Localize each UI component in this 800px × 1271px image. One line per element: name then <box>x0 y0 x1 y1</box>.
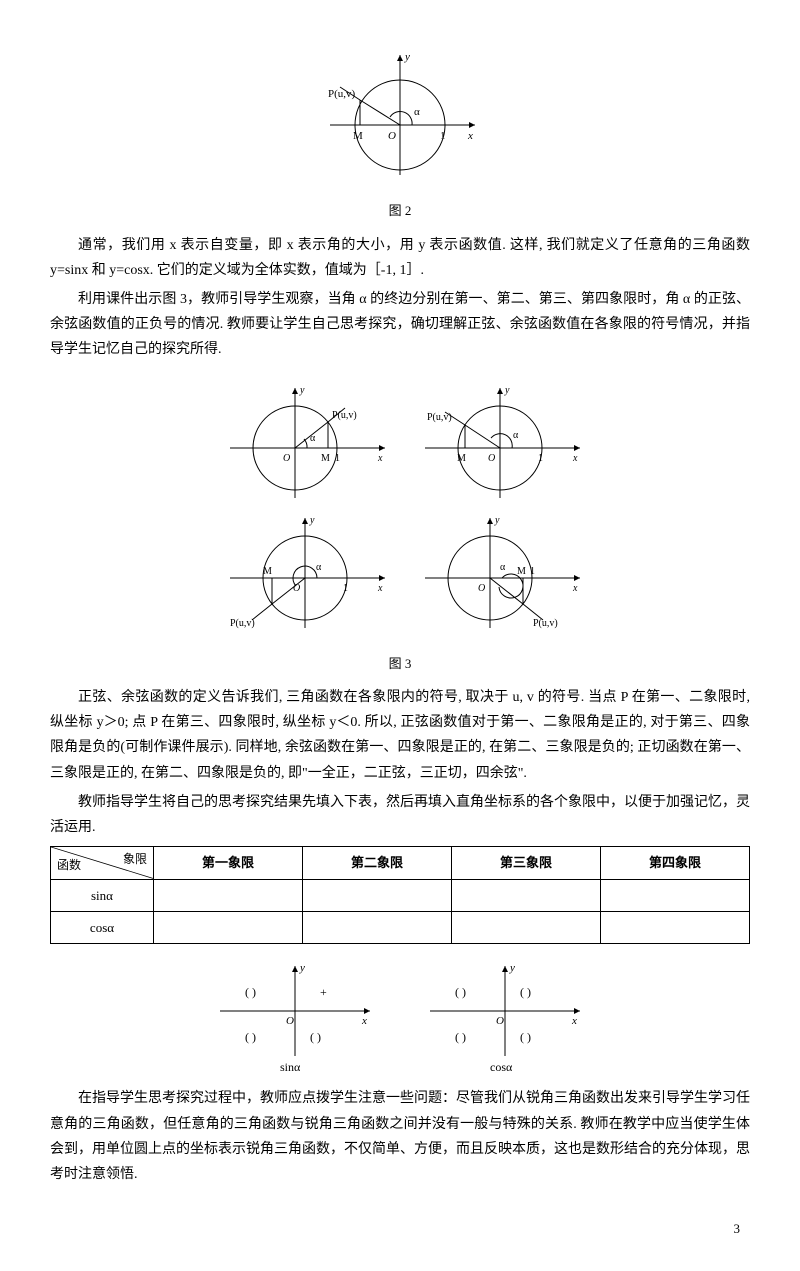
svg-text:P(u,v): P(u,v) <box>332 410 357 421</box>
svg-text:y: y <box>299 385 305 396</box>
svg-text:x: x <box>377 453 383 464</box>
svg-text:y: y <box>504 385 510 396</box>
svg-text:( ): ( ) <box>520 985 531 999</box>
cos-label: cosα <box>490 1060 513 1074</box>
sign-diagrams: ( ) + ( ) ( ) O x y sinα ( ) ( ) ( ) ( )… <box>50 956 750 1076</box>
sin-label: sinα <box>280 1060 301 1074</box>
svg-text:O: O <box>286 1015 294 1027</box>
paragraph-2: 利用课件出示图 3，教师引导学生观察，当角 α 的终边分别在第一、第二、第三、第… <box>50 287 750 363</box>
figure-3: α P(u,v) O M 1 x y α P(u,v) M O 1 x y <box>50 378 750 647</box>
svg-text:1: 1 <box>530 566 535 577</box>
page-number: 3 <box>50 1217 750 1240</box>
svg-text:( ): ( ) <box>245 1030 256 1044</box>
svg-text:y: y <box>299 962 305 974</box>
col-q1: 第一象限 <box>154 847 303 879</box>
paragraph-1: 通常，我们用 x 表示自变量，即 x 表示角的大小，用 y 表示函数值. 这样,… <box>50 233 750 283</box>
diag-top: 象限 <box>123 849 147 871</box>
svg-text:O: O <box>293 583 300 594</box>
col-q4: 第四象限 <box>601 847 750 879</box>
svg-text:O: O <box>478 583 485 594</box>
svg-text:+: + <box>320 985 327 999</box>
paragraph-5: 在指导学生思考探究过程中，教师应点拨学生注意一些问题：尽管我们从锐角三角函数出发… <box>50 1086 750 1187</box>
svg-text:α: α <box>310 433 316 444</box>
svg-text:( ): ( ) <box>455 985 466 999</box>
svg-text:( ): ( ) <box>455 1030 466 1044</box>
diag-bot: 函数 <box>57 855 81 877</box>
svg-text:( ): ( ) <box>520 1030 531 1044</box>
svg-text:x: x <box>571 1015 577 1027</box>
svg-text:α: α <box>316 562 322 573</box>
svg-text:O: O <box>488 453 495 464</box>
svg-text:M: M <box>263 566 272 577</box>
svg-text:P(u,v): P(u,v) <box>230 618 255 629</box>
svg-text:α: α <box>513 430 519 441</box>
svg-text:1: 1 <box>335 453 340 464</box>
svg-text:x: x <box>572 583 578 594</box>
svg-text:M: M <box>457 453 466 464</box>
fig2-alpha: α <box>414 106 420 118</box>
svg-text:y: y <box>494 515 500 526</box>
row-cos: cosα <box>51 912 154 944</box>
fig3-caption: 图 3 <box>50 652 750 675</box>
svg-text:( ): ( ) <box>245 985 256 999</box>
col-q3: 第三象限 <box>452 847 601 879</box>
figure-2: α P(u,v) M O 1 x y <box>50 45 750 194</box>
fig2-y: y <box>404 51 410 63</box>
svg-text:1: 1 <box>343 583 348 594</box>
svg-text:M: M <box>517 566 526 577</box>
quadrant-table: 象限 函数 第一象限 第二象限 第三象限 第四象限 sinα cosα <box>50 846 750 944</box>
paragraph-3: 正弦、余弦函数的定义告诉我们, 三角函数在各象限内的符号, 取决于 u, v 的… <box>50 685 750 786</box>
svg-text:y: y <box>309 515 315 526</box>
svg-text:1: 1 <box>538 453 543 464</box>
svg-text:y: y <box>509 962 515 974</box>
row-sin: sinα <box>51 879 154 911</box>
svg-text:O: O <box>496 1015 504 1027</box>
fig2-O: O <box>388 130 396 142</box>
col-q2: 第二象限 <box>303 847 452 879</box>
fig2-caption: 图 2 <box>50 199 750 222</box>
svg-text:O: O <box>283 453 290 464</box>
fig2-x: x <box>467 130 473 142</box>
svg-text:P(u,v): P(u,v) <box>427 412 452 423</box>
svg-text:x: x <box>361 1015 367 1027</box>
svg-text:P(u,v): P(u,v) <box>533 618 558 629</box>
paragraph-4: 教师指导学生将自己的思考探究结果先填入下表，然后再填入直角坐标系的各个象限中，以… <box>50 790 750 840</box>
fig2-M: M <box>353 130 363 142</box>
fig2-one: 1 <box>440 130 446 142</box>
svg-text:M: M <box>321 453 330 464</box>
svg-text:α: α <box>500 562 506 573</box>
fig2-P: P(u,v) <box>328 88 356 100</box>
svg-text:( ): ( ) <box>310 1030 321 1044</box>
svg-text:x: x <box>572 453 578 464</box>
svg-text:x: x <box>377 583 383 594</box>
